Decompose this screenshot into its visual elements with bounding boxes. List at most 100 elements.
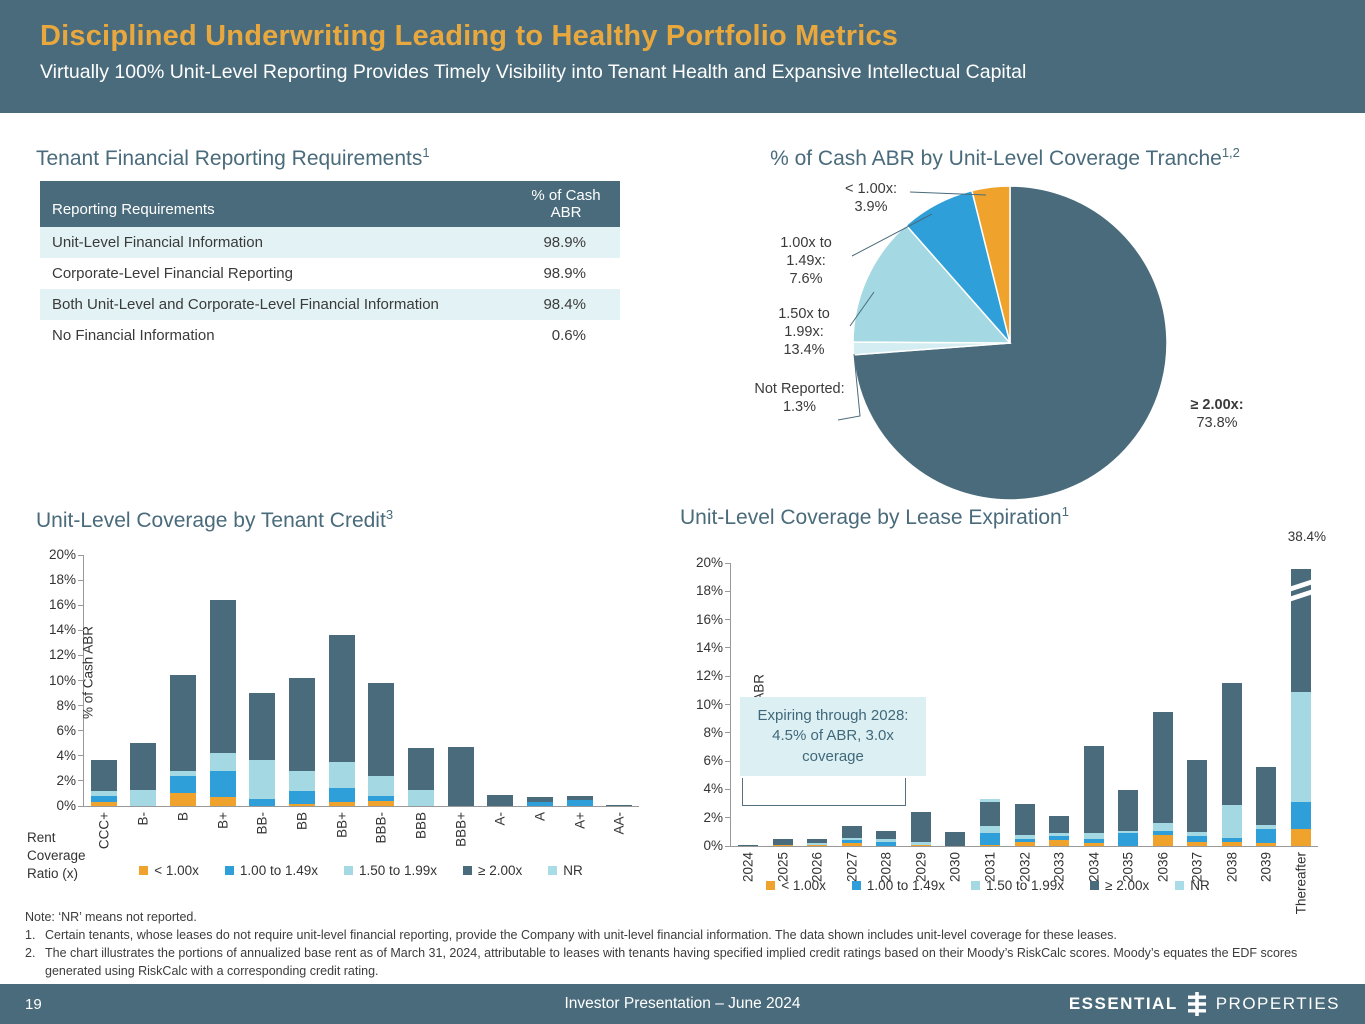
pie-label-value: 7.6% <box>789 271 823 288</box>
y-axis-tick-label: 10% <box>695 696 723 712</box>
stacked-bar <box>606 804 633 806</box>
bar-slot: 2027 <box>835 563 870 882</box>
stacked-bar <box>1152 711 1173 846</box>
legend-label: 1.50 to 1.99x <box>985 878 1065 893</box>
bar-slot: A+ <box>560 555 600 829</box>
bar-segment <box>910 841 931 845</box>
reporting-section-title: Tenant Financial Reporting Requirements1 <box>36 145 430 171</box>
bar-segment <box>209 770 236 798</box>
x-axis-title: Rent Coverage Ratio (x) <box>27 829 86 884</box>
expiration-title-footnote: 1 <box>1061 504 1069 519</box>
bar-segment <box>772 844 793 846</box>
y-axis-tick-mark <box>78 805 84 807</box>
pie-section-title-text: % of Cash ABR by Unit-Level Coverage Tra… <box>770 147 1222 170</box>
bar-segment <box>368 683 395 776</box>
pie-slice <box>971 185 1011 344</box>
bar-slot: BB- <box>243 555 283 835</box>
bar-segment <box>368 775 395 796</box>
stacked-bar <box>1083 745 1104 846</box>
bar-slot: B- <box>124 555 164 826</box>
legend-item: NR <box>548 863 583 878</box>
pie-graphic <box>840 173 1180 518</box>
bar-segment <box>1187 759 1208 832</box>
legend-swatch <box>766 881 776 890</box>
table-row: Unit-Level Financial Information 98.9% <box>40 227 620 258</box>
legend-swatch <box>1175 881 1185 890</box>
bar-segment <box>130 743 157 790</box>
stacked-bar <box>738 844 759 846</box>
pie-section-title: % of Cash ABR by Unit-Level Coverage Tra… <box>680 145 1330 171</box>
bar-slot: 2038 <box>1214 563 1249 882</box>
bar-segment <box>1083 833 1104 840</box>
logo-text-essential: ESSENTIAL <box>1068 994 1178 1013</box>
y-axis-tick-mark <box>725 760 731 762</box>
company-logo: ESSENTIAL PROPERTIES <box>1069 992 1340 1016</box>
y-axis-tick-label: 16% <box>695 611 723 627</box>
x-axis-label: A+ <box>572 812 587 829</box>
reporting-table: Reporting Requirements % of Cash ABR Uni… <box>40 181 620 351</box>
bar-slot: BB+ <box>322 555 362 838</box>
pie-label-name: 1.50x to 1.99x: <box>778 306 830 341</box>
bar-slots: CCC+ B- B B+ BB- BB BB+ BBB- BBB BBB+ A- A A+ AA- <box>84 555 639 849</box>
bar-segment <box>1083 843 1104 846</box>
table-header-label: Reporting Requirements <box>40 181 512 227</box>
bar-segment <box>841 837 862 841</box>
bar-segment <box>1152 823 1173 831</box>
note-nr: Note: ‘NR’ means not reported. <box>25 910 197 924</box>
x-axis-label-text: BB+ <box>334 812 350 838</box>
bar-segment <box>487 794 514 806</box>
y-axis-tick-mark <box>78 604 84 606</box>
credit-title-footnote: 3 <box>385 507 394 522</box>
legend-item: ≥ 2.00x <box>1090 878 1149 893</box>
stacked-bar <box>209 600 236 806</box>
x-axis-label-text: A <box>532 812 548 822</box>
y-axis-tick-label: 6% <box>56 722 76 738</box>
pie-label-15to199: 1.50x to 1.99x: 13.4% <box>758 305 850 359</box>
bar-slot: 2026 <box>800 563 835 882</box>
page-subtitle: Virtually 100% Unit-Level Reporting Prov… <box>40 61 1027 83</box>
bar-segment <box>1152 711 1173 824</box>
bar-segment <box>566 795 593 800</box>
y-axis-tick-label: 2% <box>56 772 76 788</box>
bar-segment <box>328 762 355 789</box>
bar-segment <box>1049 836 1070 841</box>
bar-slot: 2031 <box>973 563 1008 882</box>
legend-label: < 1.00x <box>154 863 199 878</box>
stacked-bar <box>841 826 862 846</box>
bar-slot: B <box>163 555 203 821</box>
stacked-bar <box>979 799 1000 846</box>
stacked-bar <box>945 831 966 846</box>
bar-slot: 2034 <box>1076 563 1111 882</box>
pie-title-footnote: 1,2 <box>1221 145 1240 160</box>
bar-segment <box>1049 816 1070 834</box>
bar-slot: 2029 <box>904 563 939 882</box>
bar-segment <box>566 799 593 806</box>
x-axis-label-text: CCC+ <box>96 812 112 850</box>
bar-segment <box>738 844 759 846</box>
bar-slot: 2039 <box>1249 563 1284 882</box>
x-axis-label-text: AA- <box>611 812 627 835</box>
thereafter-total-label: 38.4% <box>1287 529 1326 544</box>
table-cell-value: 0.6% <box>551 327 586 344</box>
x-axis-title-line: Rent <box>27 830 56 845</box>
bar-segment <box>1290 691 1311 803</box>
essential-properties-logo-icon <box>1187 992 1206 1016</box>
bar-segment <box>979 844 1000 846</box>
y-axis-tick-label: 20% <box>695 555 723 570</box>
pie-label-value: 13.4% <box>783 342 825 359</box>
bar-segment <box>979 826 1000 834</box>
bar-slot: 2028 <box>869 563 904 882</box>
y-axis-tick-label: 0% <box>703 838 723 853</box>
stacked-bar <box>447 747 474 806</box>
pie-label-value: 1.3% <box>782 399 817 416</box>
bar-segment <box>368 801 395 806</box>
legend-label: 1.00 to 1.49x <box>239 863 318 878</box>
bar-segment <box>249 798 276 806</box>
x-axis-title-line: Coverage <box>27 848 86 864</box>
bar-segment <box>328 788 355 803</box>
legend-label: < 1.00x <box>781 878 826 893</box>
x-axis-label: B <box>176 812 191 821</box>
table-row: Corporate-Level Financial Reporting 98.9% <box>40 258 620 289</box>
bar-segment <box>979 833 1000 845</box>
legend-item: < 1.00x <box>139 863 199 878</box>
